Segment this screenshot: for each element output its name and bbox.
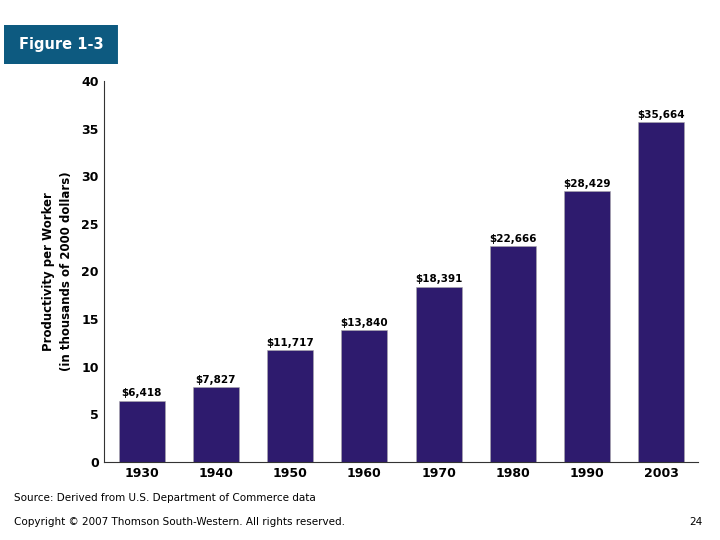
Text: Copyright © 2007 Thomson South-Western. All rights reserved.: Copyright © 2007 Thomson South-Western. …	[14, 517, 346, 527]
Text: $28,429: $28,429	[563, 179, 611, 189]
Bar	[119, 401, 165, 462]
Text: $18,391: $18,391	[415, 274, 462, 284]
Text: Source: Derived from U.S. Department of Commerce data: Source: Derived from U.S. Department of …	[14, 493, 316, 503]
FancyBboxPatch shape	[4, 25, 119, 64]
Text: $13,840: $13,840	[341, 318, 388, 328]
Text: $6,418: $6,418	[122, 388, 162, 398]
Bar	[193, 387, 239, 462]
Bar	[638, 122, 684, 462]
Text: Figure 1-3: Figure 1-3	[19, 37, 104, 52]
Text: $7,827: $7,827	[196, 375, 236, 385]
Y-axis label: Productivity per Worker
(in thousands of 2000 dollars): Productivity per Worker (in thousands of…	[42, 172, 73, 371]
Text: $35,664: $35,664	[637, 110, 685, 120]
Text: 24: 24	[689, 517, 702, 527]
Bar	[490, 246, 536, 462]
Bar	[267, 350, 313, 462]
Text: $11,717: $11,717	[266, 338, 314, 348]
Bar	[341, 330, 387, 462]
Bar	[564, 191, 610, 462]
Bar	[415, 287, 462, 462]
Text: $22,666: $22,666	[489, 234, 536, 244]
Text: U.S. Productivity/Output per Worker: U.S. Productivity/Output per Worker	[126, 37, 426, 52]
